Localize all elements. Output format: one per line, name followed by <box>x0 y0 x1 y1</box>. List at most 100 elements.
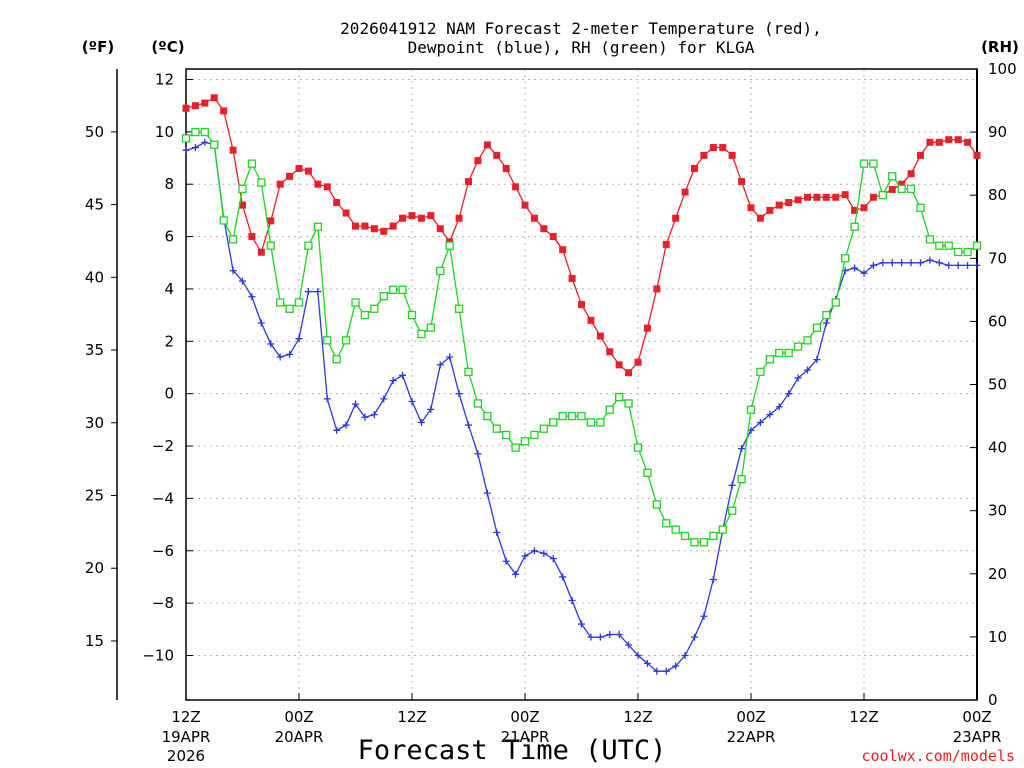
rh-point <box>483 411 492 421</box>
rh-tick-label: 60 <box>988 312 1007 330</box>
dewpoint-point <box>907 259 915 267</box>
rh-point <box>784 348 793 358</box>
dewpoint-point <box>851 264 859 272</box>
temperature-point <box>926 138 934 146</box>
dewpoint-point <box>333 426 341 434</box>
rh-point <box>935 241 944 250</box>
temperature-point <box>625 369 633 377</box>
rh-point <box>756 367 765 377</box>
rh-point <box>680 531 690 541</box>
dewpoint-point <box>606 631 614 639</box>
rh-point <box>624 399 633 408</box>
rh-point <box>445 241 454 250</box>
tick-labels: 121086420−2−4−6−8−1050454035302520151009… <box>85 60 1017 765</box>
dewpoint-point <box>465 421 472 429</box>
temperature-point <box>775 201 783 209</box>
fahrenheit-tick-label: 20 <box>85 559 104 577</box>
rh-point <box>398 285 407 295</box>
celsius-unit-label: (ºC) <box>151 38 184 56</box>
rh-point <box>643 468 652 477</box>
temperature-point <box>662 240 670 248</box>
dewpoint-point <box>483 489 491 497</box>
rh-point <box>464 367 473 377</box>
dewpoint-point <box>681 651 689 659</box>
temperature-point <box>700 151 708 159</box>
series-temperature <box>182 94 981 377</box>
rh-point <box>558 411 567 421</box>
temperature-point <box>248 233 256 241</box>
rh-point <box>596 418 605 427</box>
temperature-point <box>568 274 576 282</box>
dewpoint-point <box>898 259 906 267</box>
celsius-tick-label: 6 <box>164 228 174 246</box>
rh-tick-label: 10 <box>988 628 1007 646</box>
dewpoint-point <box>399 371 407 379</box>
temperature-point <box>408 212 416 220</box>
temperature-point <box>295 164 303 172</box>
rh-point <box>407 310 417 320</box>
dewpoint-point <box>455 390 463 398</box>
rh-point <box>360 310 370 320</box>
rh-point <box>737 474 746 484</box>
dewpoint-point <box>549 555 557 563</box>
rh-point <box>502 430 511 440</box>
grid-lines <box>186 69 977 700</box>
celsius-tick-label: 2 <box>164 332 174 350</box>
temperature-point <box>691 164 698 172</box>
rh-point <box>925 235 935 244</box>
celsius-tick-label: −10 <box>142 646 174 664</box>
rh-point <box>850 222 859 231</box>
dewpoint-point <box>512 570 520 578</box>
dewpoint-point <box>380 395 388 403</box>
rh-point <box>699 538 709 547</box>
celsius-tick-label: −8 <box>152 594 174 612</box>
rh-point <box>652 500 661 509</box>
dewpoint-point <box>578 620 585 628</box>
rh-point <box>200 127 209 137</box>
temperature-point <box>738 178 746 186</box>
temperature-point <box>860 204 868 212</box>
rh-point <box>389 285 398 295</box>
temperature-point <box>333 199 341 207</box>
dewpoint-point <box>276 353 284 361</box>
rh-point <box>332 355 341 364</box>
temperature-point <box>465 178 472 186</box>
rh-point <box>219 216 228 225</box>
temperature-point <box>493 151 501 159</box>
x-tick-label: 00Z <box>284 708 313 726</box>
dewpoint-point <box>540 549 548 557</box>
fahrenheit-tick-label: 50 <box>85 123 104 141</box>
rh-point <box>473 399 483 408</box>
dewpoint-point <box>794 374 802 382</box>
temperature-point <box>804 193 811 201</box>
dewpoint-point <box>766 411 774 419</box>
dewpoint-point <box>756 418 764 426</box>
rh-point <box>972 241 982 250</box>
celsius-tick-label: −6 <box>152 542 174 560</box>
celsius-tick-label: 0 <box>164 385 174 403</box>
x-tick-date-label: 19APR <box>162 728 211 746</box>
dewpoint-point <box>728 481 736 489</box>
dewpoint-point <box>869 261 877 269</box>
rh-tick-label: 30 <box>988 502 1007 520</box>
rh-point <box>276 298 285 307</box>
dewpoint-point <box>502 557 510 565</box>
temperature-point <box>973 151 981 159</box>
rh-point <box>746 405 756 414</box>
temperature-point <box>719 144 727 152</box>
rh-tick-label: 100 <box>988 60 1017 78</box>
dewpoint-point <box>201 138 209 146</box>
dewpoint-point <box>917 259 924 267</box>
temperature-point <box>370 225 378 233</box>
temperature-point <box>380 227 388 235</box>
temperature-point <box>869 193 877 201</box>
dewpoint-point <box>267 340 275 348</box>
rh-point <box>803 336 812 345</box>
dewpoint-point <box>389 377 397 385</box>
rh-point <box>793 342 803 351</box>
dewpoint-point <box>352 400 359 408</box>
temperature-point <box>201 99 209 107</box>
rh-point <box>906 184 916 194</box>
temperature-point <box>785 199 793 207</box>
rh-point <box>539 424 548 433</box>
